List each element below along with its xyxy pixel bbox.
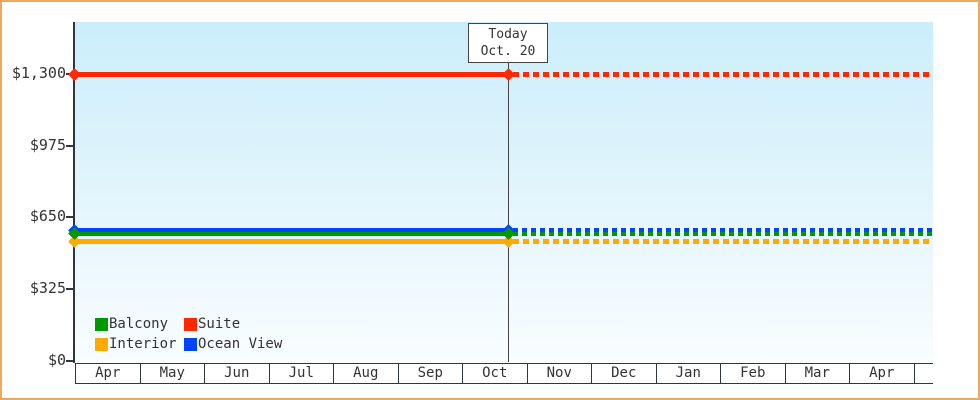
- month-cell-may: May: [141, 364, 205, 383]
- legend-item-suite: Suite: [184, 314, 282, 334]
- y-axis-tick-mark: [66, 144, 74, 147]
- y-axis-tick-label: $650: [29, 207, 66, 226]
- price-line-ocean-view-past: [75, 228, 508, 233]
- marker-suite-axis-start: [67, 67, 81, 81]
- legend-label: Suite: [198, 316, 241, 332]
- month-cell-sep: Sep: [399, 364, 463, 383]
- price-line-suite-forecast: [513, 71, 933, 77]
- y-axis-tick-mark: [66, 287, 74, 290]
- marker-suite-today: [501, 67, 515, 81]
- y-axis-tick-label: $325: [29, 278, 66, 297]
- legend-swatch-icon: [95, 337, 108, 351]
- legend-label: Interior: [109, 336, 177, 352]
- y-axis-tick-mark: [66, 216, 74, 219]
- y-axis-tick-label: $0: [47, 350, 66, 369]
- price-line-interior-past: [75, 238, 508, 244]
- month-cell-aug: Aug: [334, 364, 399, 383]
- month-cell-apr: Apr: [76, 364, 141, 383]
- month-cell-apr: Apr: [850, 364, 915, 383]
- y-axis-tick-label: $975: [29, 135, 66, 154]
- price-line-suite-past: [75, 71, 508, 77]
- month-cell-dec: Dec: [592, 364, 657, 383]
- price-line-interior-forecast: [513, 238, 933, 244]
- legend-item-ocean-view: Ocean View: [184, 334, 282, 354]
- month-cell-oct: Oct: [463, 364, 528, 383]
- month-cell-jun: Jun: [205, 364, 270, 383]
- x-axis-month-band: Apr May Jun Jul Aug Sep Oct Nov Dec Jan Feb Mar Apr: [75, 363, 933, 384]
- legend-swatch-icon: [184, 317, 197, 331]
- today-date: Oct. 20: [480, 44, 536, 59]
- today-marker-box: Today Oct. 20: [468, 23, 548, 63]
- month-cell-mar: Mar: [786, 364, 850, 383]
- month-cell-nov: Nov: [528, 364, 592, 383]
- legend-label: Balcony: [109, 316, 169, 332]
- price-line-balcony-past: [75, 231, 508, 236]
- month-cell-jan: Jan: [657, 364, 721, 383]
- legend-item-interior: Interior: [95, 334, 184, 354]
- legend-item-balcony: Balcony: [95, 314, 184, 334]
- month-cell-feb: Feb: [721, 364, 786, 383]
- today-label: Today: [488, 27, 528, 42]
- legend-label: Ocean View: [198, 336, 283, 352]
- price-line-ocean-view-forecast: [513, 228, 933, 233]
- price-line-balcony-forecast: [513, 231, 933, 236]
- y-axis-tick-mark: [66, 359, 74, 362]
- y-axis-tick-label: $1,300: [11, 64, 66, 82]
- legend-swatch-icon: [95, 317, 108, 331]
- month-cell-stub: [915, 364, 934, 383]
- plot-area: Balcony Suite Interior Ocean View: [67, 22, 933, 362]
- legend-swatch-icon: [184, 337, 197, 351]
- y-axis-line: [73, 22, 75, 363]
- month-cell-jul: Jul: [270, 364, 334, 383]
- today-vertical-line: [508, 60, 509, 362]
- legend: Balcony Suite Interior Ocean View: [95, 314, 282, 354]
